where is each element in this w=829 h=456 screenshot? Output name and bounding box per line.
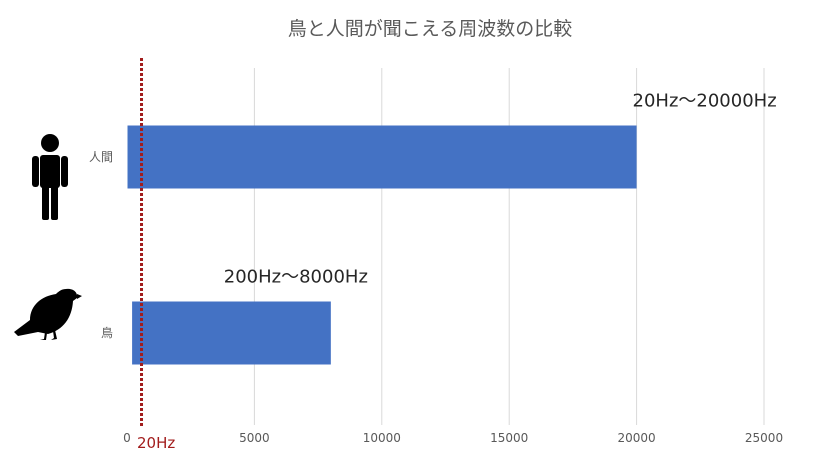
gridlines [253,68,765,425]
range-label: 200Hz～8000Hz [224,267,368,288]
x-tick-label: 20000 [618,431,656,445]
bird-icon [14,288,82,340]
range-label: 20Hz～20000Hz [633,91,777,112]
category-label: 人間 [89,150,113,164]
x-tick-label: 10000 [363,431,401,445]
chart-title: 鳥と人間が聞こえる周波数の比較 [288,18,572,40]
category-labels: 人間鳥 [89,150,113,340]
bars: 20Hz～20000Hz 200Hz～8000Hz [127,91,777,365]
x-tick-label: 0 [123,431,131,445]
human-icon [32,134,68,220]
bar-bird [132,301,331,365]
x-axis-ticks: 0 5000 10000 15000 20000 25000 [123,431,783,445]
category-label: 鳥 [101,325,113,340]
bar-human [127,125,637,189]
x-tick-label: 25000 [745,431,783,445]
reference-label: 20Hz [137,434,175,452]
x-tick-label: 15000 [490,431,528,445]
x-tick-label: 5000 [239,431,270,445]
